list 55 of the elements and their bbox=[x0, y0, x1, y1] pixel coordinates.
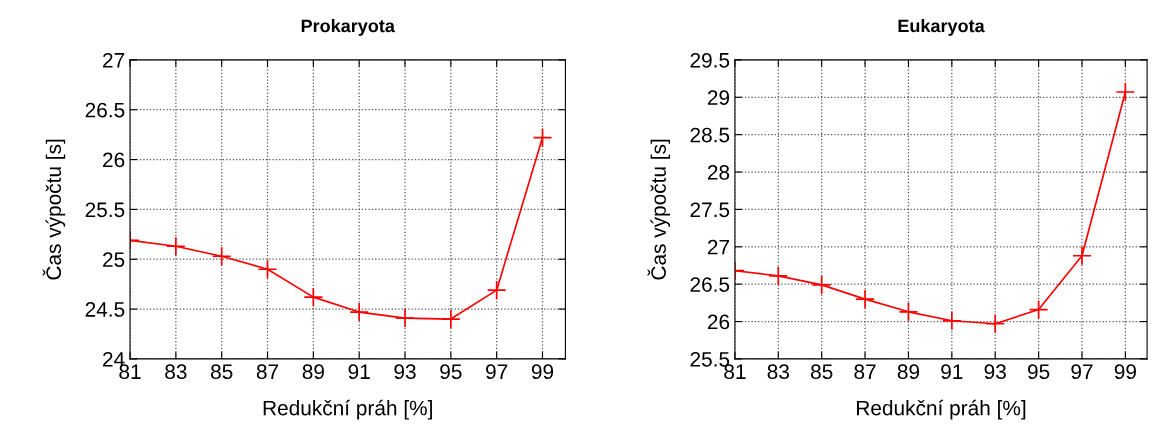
x-tick-label: 99 bbox=[531, 364, 554, 380]
x-tick-label: 93 bbox=[984, 364, 1006, 380]
x-tick-label: 83 bbox=[165, 364, 187, 380]
point bbox=[349, 302, 370, 322]
point bbox=[1115, 82, 1136, 102]
point bbox=[165, 236, 186, 257]
chart-title: Eukaryota bbox=[898, 19, 985, 36]
y-tick-label: 27 bbox=[707, 239, 730, 255]
x-tick-label: 85 bbox=[811, 364, 833, 380]
x-tick-label: 85 bbox=[211, 364, 233, 380]
point bbox=[257, 259, 278, 280]
chart-title: Prokaryota bbox=[301, 19, 395, 36]
point bbox=[985, 313, 1006, 334]
x-tick-label: 95 bbox=[440, 364, 462, 380]
point bbox=[898, 301, 919, 322]
x-tick-label: 87 bbox=[854, 364, 876, 380]
y-tick-label: 26 bbox=[103, 152, 125, 168]
point bbox=[486, 280, 507, 301]
y-tick-label: 28 bbox=[707, 165, 730, 180]
y-axis-title: Čas výpočtu [s] bbox=[42, 139, 66, 280]
x-axis-title: Redukční práh [%] bbox=[263, 399, 432, 420]
x-tick-label: 93 bbox=[394, 364, 416, 380]
point bbox=[811, 275, 832, 295]
point bbox=[768, 266, 789, 286]
y-axis-title: Čas výpočtu [s] bbox=[647, 139, 671, 280]
x-tick-label: 99 bbox=[1114, 364, 1136, 380]
x-tick-label: 95 bbox=[1028, 364, 1050, 380]
x-tick-label: 91 bbox=[348, 364, 370, 380]
x-tick-label: 83 bbox=[767, 364, 789, 380]
point bbox=[1072, 245, 1092, 266]
y-tick-label: 25 bbox=[103, 252, 125, 267]
y-tick-label: 25.5 bbox=[85, 202, 125, 218]
point bbox=[855, 289, 875, 309]
point bbox=[440, 309, 461, 329]
point bbox=[303, 287, 324, 307]
y-tick-label: 29 bbox=[707, 90, 730, 106]
point bbox=[941, 310, 962, 331]
y-tick-label: 24.5 bbox=[85, 302, 125, 317]
y-tick-label: 27 bbox=[103, 52, 125, 68]
point bbox=[532, 127, 553, 148]
y-tick-label: 29.5 bbox=[690, 52, 730, 68]
x-tick-label: 87 bbox=[256, 364, 279, 380]
y-tick-label: 28.5 bbox=[690, 127, 730, 143]
y-tick-label: 26.5 bbox=[690, 277, 730, 292]
y-tick-label: 27.5 bbox=[690, 202, 730, 218]
y-tick-label: 26 bbox=[707, 314, 730, 330]
x-axis-title: Redukční práh [%] bbox=[857, 399, 1026, 420]
point bbox=[1028, 299, 1049, 320]
y-tick-label: 26.5 bbox=[85, 102, 125, 118]
x-tick-label: 97 bbox=[486, 364, 508, 380]
x-tick-label: 97 bbox=[1071, 364, 1093, 380]
x-tick-label: 89 bbox=[897, 364, 920, 380]
x-tick-label: 89 bbox=[302, 364, 324, 380]
point bbox=[211, 246, 232, 267]
x-tick-label: 91 bbox=[941, 364, 963, 380]
